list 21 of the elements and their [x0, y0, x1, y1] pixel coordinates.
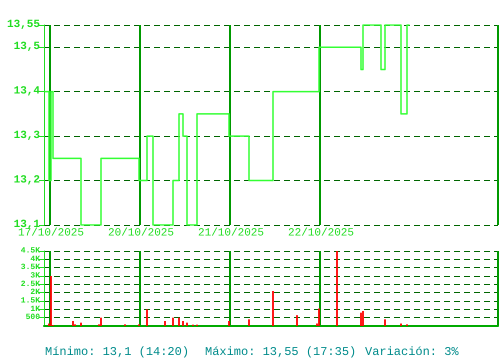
- text: Variación: 3%: [365, 345, 460, 359]
- y-tick-label: 3.5K: [20, 263, 40, 272]
- y-tick-label: 2.5K: [20, 280, 40, 289]
- y-tick-label: 4K: [30, 254, 40, 264]
- y-tick-label: 3K: [30, 272, 40, 280]
- y-tick-label: 1.5K: [20, 296, 40, 306]
- y-tick-label: 4.5K: [20, 246, 40, 256]
- x-tick-label: 22/10/2025: [288, 228, 354, 240]
- x-tick-label: 17/10/2025: [18, 228, 84, 240]
- y-tick-label: 13,2: [14, 174, 40, 187]
- x-tick-label: 20/10/2025: [108, 228, 174, 240]
- x-tick-label: 21/10/2025: [198, 228, 264, 240]
- y-tick-label: 13,5: [14, 41, 40, 54]
- y-tick-label: 1K: [30, 304, 40, 314]
- y-tick-label: 13,4: [14, 86, 40, 98]
- y-tick-label: 13,55: [6, 19, 40, 31]
- y-tick-label: 2K: [30, 288, 40, 298]
- y-tick-label: 13,3: [14, 130, 40, 142]
- y-tick-label: 500: [26, 313, 40, 322]
- text: Mínimo: 13,1 (14:20): [45, 345, 190, 359]
- text: Máximo: 13,55 (17:35): [205, 345, 356, 359]
